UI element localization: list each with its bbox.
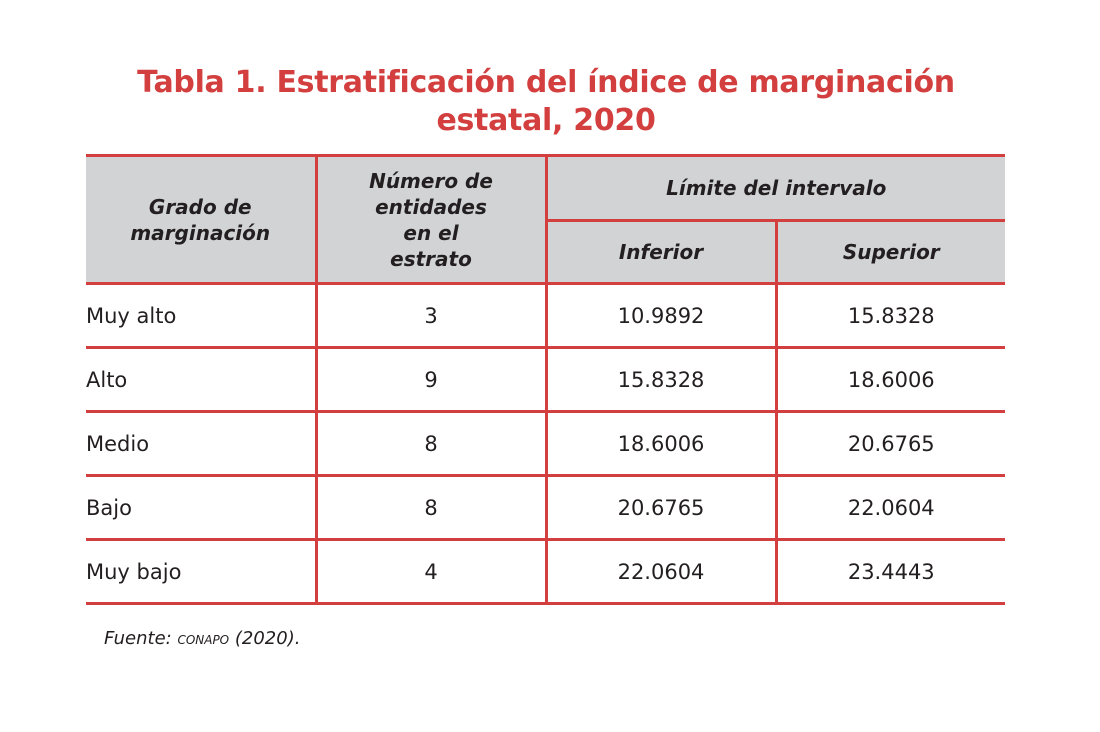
cell-superior: 22.0604 xyxy=(774,474,1006,541)
cell-superior: 15.8328 xyxy=(774,282,1006,349)
table-row: Bajo 8 20.6765 22.0604 xyxy=(86,474,1006,541)
cell-inferior: 18.6006 xyxy=(544,410,778,477)
source-note: Fuente: conapo (2020). xyxy=(104,628,300,649)
cell-inferior: 20.6765 xyxy=(544,474,778,541)
table-row: Alto 9 15.8328 18.6006 xyxy=(86,346,1006,413)
table-row: Muy alto 3 10.9892 15.8328 xyxy=(86,282,1006,349)
cell-numero: 9 xyxy=(314,346,548,413)
header-row-top: Grado de marginación Número de entidades… xyxy=(86,154,1006,285)
header-inferior: Inferior xyxy=(546,219,778,285)
cell-inferior: 15.8328 xyxy=(544,346,778,413)
cell-grado: Muy bajo xyxy=(86,538,318,605)
header-limite: Límite del intervalo xyxy=(544,154,1006,222)
table-row: Muy bajo 4 22.0604 23.4443 xyxy=(86,538,1006,605)
header-row-sub: Inferior Superior xyxy=(86,219,1006,285)
source-prefix: Fuente: xyxy=(104,628,178,649)
cell-numero: 8 xyxy=(314,474,548,541)
table-title-line1: Tabla 1. Estratificación del índice de m… xyxy=(137,65,955,100)
cell-superior: 23.4443 xyxy=(774,538,1006,605)
cell-superior: 20.6765 xyxy=(774,410,1006,477)
cell-grado: Alto xyxy=(86,346,318,413)
table-row: Medio 8 18.6006 20.6765 xyxy=(86,410,1006,477)
cell-grado: Medio xyxy=(86,410,318,477)
cell-grado: Muy alto xyxy=(86,282,318,349)
header-numero: Número de entidades en el estrato xyxy=(314,154,548,285)
cell-inferior: 22.0604 xyxy=(544,538,778,605)
cell-superior: 18.6006 xyxy=(774,346,1006,413)
cell-inferior: 10.9892 xyxy=(544,282,778,349)
cell-numero: 3 xyxy=(314,282,548,349)
header-grado: Grado de marginación xyxy=(86,154,318,285)
cell-numero: 4 xyxy=(314,538,548,605)
table-title: Tabla 1. Estratificación del índice de m… xyxy=(86,64,1006,140)
source-suffix: (2020). xyxy=(229,628,301,649)
header-superior: Superior xyxy=(774,219,1006,285)
stratification-table: Grado de marginación Número de entidades… xyxy=(86,154,1006,605)
table-title-line2: estatal, 2020 xyxy=(436,103,656,138)
cell-numero: 8 xyxy=(314,410,548,477)
source-org: conapo xyxy=(177,629,230,649)
cell-grado: Bajo xyxy=(86,474,318,541)
